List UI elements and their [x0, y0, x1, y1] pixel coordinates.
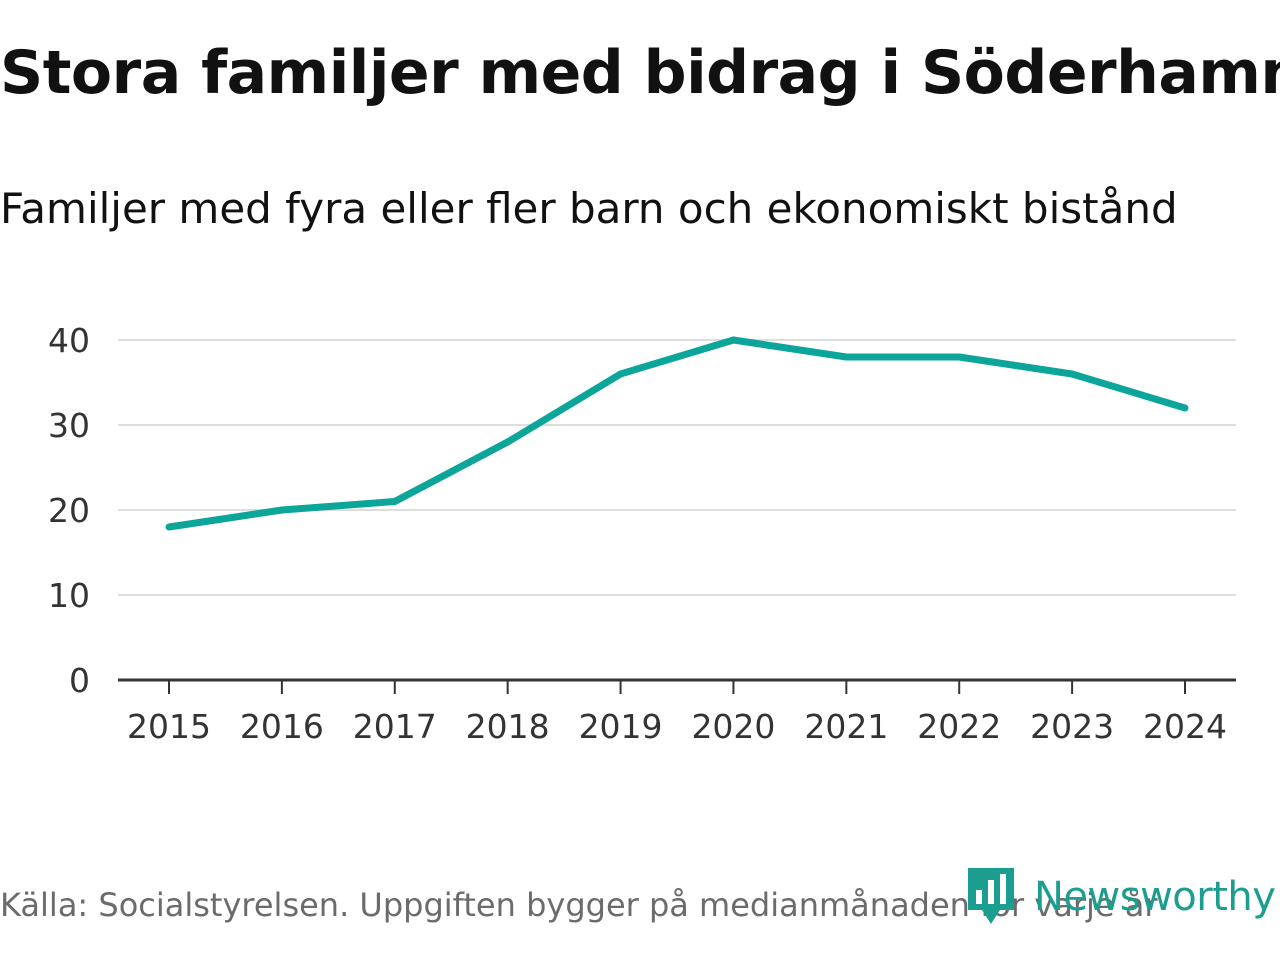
- series-layer: [165, 336, 1189, 531]
- x-tick-label: 2019: [579, 707, 663, 746]
- data-point: [842, 353, 850, 361]
- logo-text: Newsworthy: [1034, 874, 1276, 920]
- source-note: Källa: Socialstyrelsen. Uppgiften bygger…: [0, 886, 1158, 924]
- x-axis: [118, 678, 1236, 694]
- data-point: [165, 523, 173, 531]
- chart-title: Stora familjer med bidrag i Söderhamn: [0, 38, 1280, 108]
- x-tick-label: 2015: [127, 707, 211, 746]
- x-tick-label: 2021: [804, 707, 888, 746]
- x-tick-label: 2023: [1030, 707, 1114, 746]
- data-point: [504, 438, 512, 446]
- data-point: [955, 353, 963, 361]
- y-tick-label: 10: [48, 576, 90, 615]
- x-tick-label: 2016: [240, 707, 324, 746]
- x-tick-label: 2024: [1143, 707, 1227, 746]
- data-point: [617, 370, 625, 378]
- x-tick-label: 2022: [917, 707, 1001, 746]
- data-point: [278, 506, 286, 514]
- gridlines: [118, 339, 1236, 596]
- y-tick-label: 0: [69, 661, 90, 700]
- y-tick-label: 40: [48, 321, 90, 360]
- x-tick-label: 2017: [353, 707, 437, 746]
- x-tick-label: 2018: [466, 707, 550, 746]
- data-point: [391, 498, 399, 505]
- data-point: [729, 336, 737, 344]
- y-tick-label: 30: [48, 406, 90, 445]
- series-line: [168, 336, 1187, 531]
- data-point: [1181, 404, 1189, 412]
- x-tick-label: 2020: [691, 707, 775, 746]
- x-axis-labels: 2015 2016 2017 2018 2019 2020 2021 2022 2023 2024: [127, 707, 1227, 746]
- data-point: [1068, 370, 1076, 378]
- y-tick-label: 20: [48, 491, 90, 530]
- newsworthy-chart-icon: [968, 868, 1014, 924]
- y-axis-labels: 0 10 20 30 40: [48, 321, 90, 700]
- chart-subtitle: Familjer med fyra eller fler barn och ek…: [0, 184, 1178, 233]
- newsworthy-logo: Newsworthy: [966, 866, 1276, 928]
